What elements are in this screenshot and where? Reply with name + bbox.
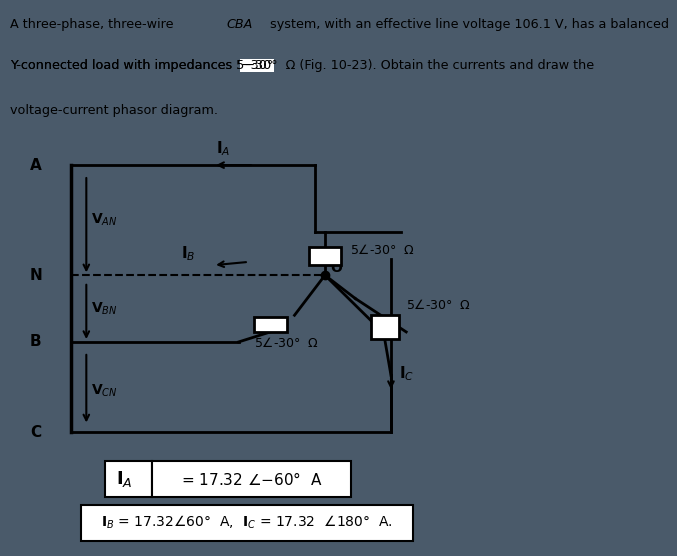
Text: voltage-current phasor diagram.: voltage-current phasor diagram. bbox=[10, 104, 218, 117]
Text: = 17.32 $\angle$−60°  A: = 17.32 $\angle$−60° A bbox=[181, 470, 323, 488]
Text: Y-connected load with impedances 5−30°  Ω (Fig. 10-23). Obtain the currents and : Y-connected load with impedances 5−30° Ω… bbox=[10, 59, 594, 72]
Bar bbox=[81, 505, 413, 540]
Bar bbox=[105, 461, 152, 497]
Text: $\mathbf{I}_B$: $\mathbf{I}_B$ bbox=[181, 245, 195, 263]
Text: $\mathbf{I}_C$: $\mathbf{I}_C$ bbox=[399, 365, 414, 383]
Text: system, with an effective line voltage 106.1 V, has a balanced: system, with an effective line voltage 1… bbox=[266, 18, 669, 31]
Text: $\mathbf{V}_{AN}$: $\mathbf{V}_{AN}$ bbox=[91, 212, 117, 229]
Text: A: A bbox=[30, 158, 41, 172]
Text: C: C bbox=[30, 425, 41, 439]
Text: 5$\angle$-30°  $\Omega$: 5$\angle$-30° $\Omega$ bbox=[254, 336, 319, 350]
Text: Fig. 10-23: Fig. 10-23 bbox=[225, 464, 303, 478]
Bar bbox=[309, 247, 341, 265]
Text: A three-phase, three-wire: A three-phase, three-wire bbox=[10, 18, 177, 31]
Text: $\mathbf{I}_A$: $\mathbf{I}_A$ bbox=[116, 469, 132, 489]
Text: $\mathbf{I}_A$: $\mathbf{I}_A$ bbox=[216, 140, 231, 158]
Text: $\mathbf{V}_{BN}$: $\mathbf{V}_{BN}$ bbox=[91, 300, 117, 317]
Text: −30°: −30° bbox=[240, 59, 274, 72]
Text: $\mathbf{V}_{CN}$: $\mathbf{V}_{CN}$ bbox=[91, 382, 117, 399]
Bar bbox=[254, 317, 287, 332]
Text: Y-connected load with impedances 5: Y-connected load with impedances 5 bbox=[10, 59, 244, 72]
Text: $\mathbf{I}_B$ = 17.32$\angle$60°  A,  $\mathbf{I}_C$ = 17.32  $\angle$180°  A.: $\mathbf{I}_B$ = 17.32$\angle$60° A, $\m… bbox=[102, 513, 393, 530]
Bar bbox=[152, 461, 351, 497]
Bar bbox=[371, 315, 399, 339]
Text: 5$\angle$-30°  $\Omega$: 5$\angle$-30° $\Omega$ bbox=[351, 242, 415, 256]
Text: 5$\angle$-30°  $\Omega$: 5$\angle$-30° $\Omega$ bbox=[406, 297, 471, 311]
Text: N: N bbox=[29, 268, 42, 282]
Text: O: O bbox=[330, 261, 342, 275]
Text: B: B bbox=[30, 335, 41, 349]
Text: CBA: CBA bbox=[227, 18, 253, 31]
